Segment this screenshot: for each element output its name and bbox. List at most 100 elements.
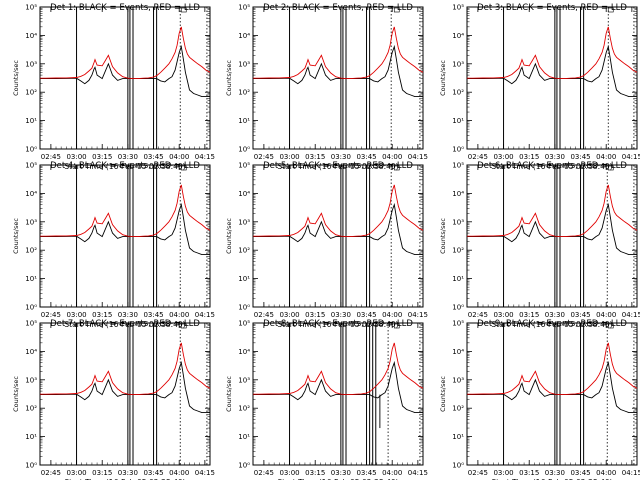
x-axis-label: Start Time (16-Feb-05 02:38:40) xyxy=(277,162,398,171)
y-tick-label: 10¹ xyxy=(238,117,250,125)
y-tick-label: 10² xyxy=(452,89,464,97)
x-tick-label: 02:45 xyxy=(41,469,61,477)
panel-title: Det 9: BLACK = Events, RED = LLD xyxy=(477,319,627,329)
y-tick-label: 10⁵ xyxy=(238,4,250,12)
y-tick-label: 10² xyxy=(25,89,37,97)
panel-det-4: Det 4: BLACK = Events, RED = LLD 10⁰ 10¹ 10… xyxy=(12,161,215,329)
y-axis-label: Counts/sec xyxy=(439,376,447,412)
x-tick-label: 03:45 xyxy=(356,311,376,319)
y-axis-label: Counts/sec xyxy=(439,218,447,254)
y-tick-label: 10⁵ xyxy=(25,4,37,12)
x-tick-label: 02:45 xyxy=(254,153,274,161)
panel-title: Det 3: BLACK = Events, RED = LLD xyxy=(477,3,627,13)
panel-det-1: Det 1: BLACK = Events, RED = LLD 10⁰ 10¹ 10… xyxy=(12,3,215,171)
lld-series-line xyxy=(467,26,638,80)
x-axis-label: Start Time (16-Feb-05 02:38:40) xyxy=(491,320,612,329)
panel-det-6: Det 6: BLACK = Events, RED = LLD 10⁰ 10¹ 10… xyxy=(439,161,640,329)
x-tick-label: 04:00 xyxy=(169,153,189,161)
y-tick-label: 10¹ xyxy=(238,275,250,283)
y-tick-label: 10¹ xyxy=(452,117,464,125)
marker-box xyxy=(180,165,187,171)
panel-title: Det 5: BLACK = Events, RED = LLD xyxy=(263,161,413,171)
x-tick-label: 03:45 xyxy=(143,153,163,161)
events-series-line xyxy=(40,44,210,98)
x-tick-label: 03:30 xyxy=(118,153,138,161)
x-axis-label: Start Time (16-Feb-05 02:38:40) xyxy=(64,320,185,329)
x-tick-label: 03:45 xyxy=(143,311,163,319)
y-tick-label: 10¹ xyxy=(25,275,37,283)
x-axis-label: Start Time (16-Feb-05 02:38:40) xyxy=(277,320,398,329)
x-tick-label: 03:45 xyxy=(356,153,376,161)
events-series-line xyxy=(253,360,423,414)
y-tick-label: 10³ xyxy=(238,218,250,226)
panel-det-5: Det 5: BLACK = Events, RED = LLD 10⁰ 10¹ 10… xyxy=(225,161,428,329)
y-axis-label: Counts/sec xyxy=(225,218,233,254)
x-tick-label: 03:30 xyxy=(545,311,565,319)
x-axis-label: Start Time (16-Feb-05 02:38:40) xyxy=(64,162,185,171)
y-tick-label: 10⁴ xyxy=(452,190,464,198)
marker-box xyxy=(607,7,614,13)
panel-det-8: Det 8: BLACK = Events, RED = LLD 10⁰ 10¹ 10… xyxy=(225,319,428,480)
y-tick-label: 10² xyxy=(25,247,37,255)
x-tick-label: 04:00 xyxy=(596,311,616,319)
x-tick-label: 04:15 xyxy=(408,153,428,161)
x-tick-label: 03:00 xyxy=(493,469,513,477)
y-tick-label: 10⁵ xyxy=(25,320,37,328)
x-tick-label: 03:15 xyxy=(92,469,112,477)
y-tick-label: 10¹ xyxy=(452,275,464,283)
x-tick-label: 02:45 xyxy=(41,153,61,161)
y-tick-label: 10⁴ xyxy=(25,32,37,40)
y-tick-label: 10⁰ xyxy=(238,462,250,470)
lld-series-line xyxy=(40,342,211,396)
x-tick-label: 04:00 xyxy=(382,311,402,319)
x-tick-label: 03:45 xyxy=(570,469,590,477)
x-tick-label: 03:30 xyxy=(331,469,351,477)
x-tick-label: 04:00 xyxy=(596,153,616,161)
x-tick-label: 03:00 xyxy=(66,311,86,319)
y-tick-label: 10¹ xyxy=(238,433,250,441)
y-tick-label: 10² xyxy=(452,405,464,413)
y-tick-label: 10² xyxy=(25,405,37,413)
x-tick-label: 04:15 xyxy=(408,311,428,319)
y-tick-label: 10⁴ xyxy=(238,32,250,40)
x-tick-label: 03:00 xyxy=(66,153,86,161)
lld-series-line xyxy=(467,184,638,238)
x-tick-label: 03:00 xyxy=(66,469,86,477)
x-tick-label: 03:30 xyxy=(545,469,565,477)
events-series-line xyxy=(467,360,637,414)
events-series-line xyxy=(253,44,423,98)
x-tick-label: 03:30 xyxy=(118,469,138,477)
events-series-line xyxy=(40,202,210,256)
y-tick-label: 10⁰ xyxy=(452,304,464,312)
x-tick-label: 02:45 xyxy=(468,311,488,319)
x-tick-label: 03:00 xyxy=(279,469,299,477)
y-tick-label: 10³ xyxy=(452,218,464,226)
y-tick-label: 10⁵ xyxy=(25,162,37,170)
marker-box xyxy=(393,323,400,329)
x-tick-label: 04:15 xyxy=(408,469,428,477)
panel-det-9: Det 9: BLACK = Events, RED = LLD 10⁰ 10¹ 10… xyxy=(439,319,640,480)
lld-series-line xyxy=(253,26,424,80)
y-tick-label: 10⁰ xyxy=(25,462,37,470)
panel-det-3: Det 3: BLACK = Events, RED = LLD 10⁰ 10¹ 10… xyxy=(439,3,640,171)
marker-box xyxy=(607,165,614,171)
x-tick-label: 03:15 xyxy=(305,153,325,161)
lld-series-line xyxy=(253,342,424,396)
x-tick-label: 03:15 xyxy=(92,311,112,319)
x-tick-label: 02:45 xyxy=(254,311,274,319)
x-tick-label: 03:00 xyxy=(279,153,299,161)
x-tick-label: 04:15 xyxy=(622,311,640,319)
panel-title: Det 4: BLACK = Events, RED = LLD xyxy=(50,161,200,171)
y-tick-label: 10⁴ xyxy=(238,190,250,198)
y-tick-label: 10³ xyxy=(238,60,250,68)
y-tick-label: 10³ xyxy=(238,376,250,384)
panel-det-2: Det 2: BLACK = Events, RED = LLD 10⁰ 10¹ 10… xyxy=(225,3,428,171)
x-tick-label: 03:30 xyxy=(331,311,351,319)
x-tick-label: 03:00 xyxy=(279,311,299,319)
events-series-line xyxy=(467,44,637,98)
y-tick-label: 10⁰ xyxy=(25,146,37,154)
y-tick-label: 10⁵ xyxy=(238,162,250,170)
y-tick-label: 10³ xyxy=(25,218,37,226)
x-tick-label: 03:15 xyxy=(305,469,325,477)
y-tick-label: 10⁵ xyxy=(452,4,464,12)
